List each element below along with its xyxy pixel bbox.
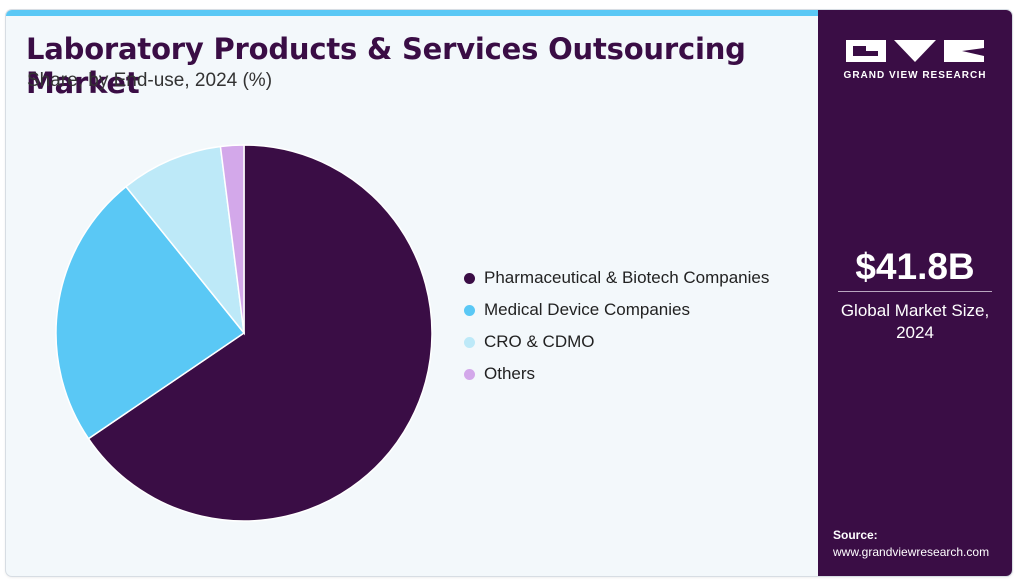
legend-item: CRO & CDMO <box>464 326 769 358</box>
market-size-label-line1: Global Market Size, <box>840 301 990 320</box>
legend-swatch <box>464 272 475 284</box>
legend-swatch <box>464 304 475 316</box>
report-card: Laboratory Products & Services Outsourci… <box>6 10 1012 576</box>
pie-slice-pharmaceutical-biotech-companies <box>87 144 433 522</box>
chart-title: Laboratory Products & Services Outsourci… <box>26 32 746 100</box>
legend-label: Medical Device Companies <box>484 300 690 319</box>
pie-slice-others <box>219 144 245 334</box>
pie-chart <box>55 144 433 522</box>
market-size-label: Global Market Size, 2024 <box>818 300 1012 344</box>
source-link[interactable]: www.grandviewresearch.com <box>833 545 990 559</box>
legend-swatch <box>464 336 475 348</box>
chart-subtitle: Share, by End-use, 2024 (%) <box>27 70 273 91</box>
pie-slice-cro-cdmo <box>124 145 246 336</box>
legend-label: CRO & CDMO <box>484 332 595 351</box>
pie-slice-medical-device-companies <box>55 185 246 440</box>
chart-panel: Laboratory Products & Services Outsourci… <box>6 10 818 576</box>
market-size-label-line2: 2024 <box>896 323 934 342</box>
chart-legend: Pharmaceutical & Biotech Companies Medica… <box>464 262 769 390</box>
source-label: Source: <box>833 528 878 542</box>
legend-swatch <box>464 368 475 380</box>
legend-label: Others <box>484 364 536 383</box>
legend-label: Pharmaceutical & Biotech Companies <box>484 268 770 287</box>
divider <box>838 291 992 292</box>
legend-item: Others <box>464 358 769 390</box>
sidebar-panel: GRAND VIEW RESEARCH $41.8B Global Market… <box>818 10 1012 576</box>
legend-item: Medical Device Companies <box>464 294 769 326</box>
gvr-logo-icon <box>846 40 984 62</box>
accent-bar <box>6 10 818 16</box>
legend-item: Pharmaceutical & Biotech Companies <box>464 262 769 294</box>
brand-name: GRAND VIEW RESEARCH <box>843 70 987 81</box>
market-size-value: $41.8B <box>855 246 975 287</box>
